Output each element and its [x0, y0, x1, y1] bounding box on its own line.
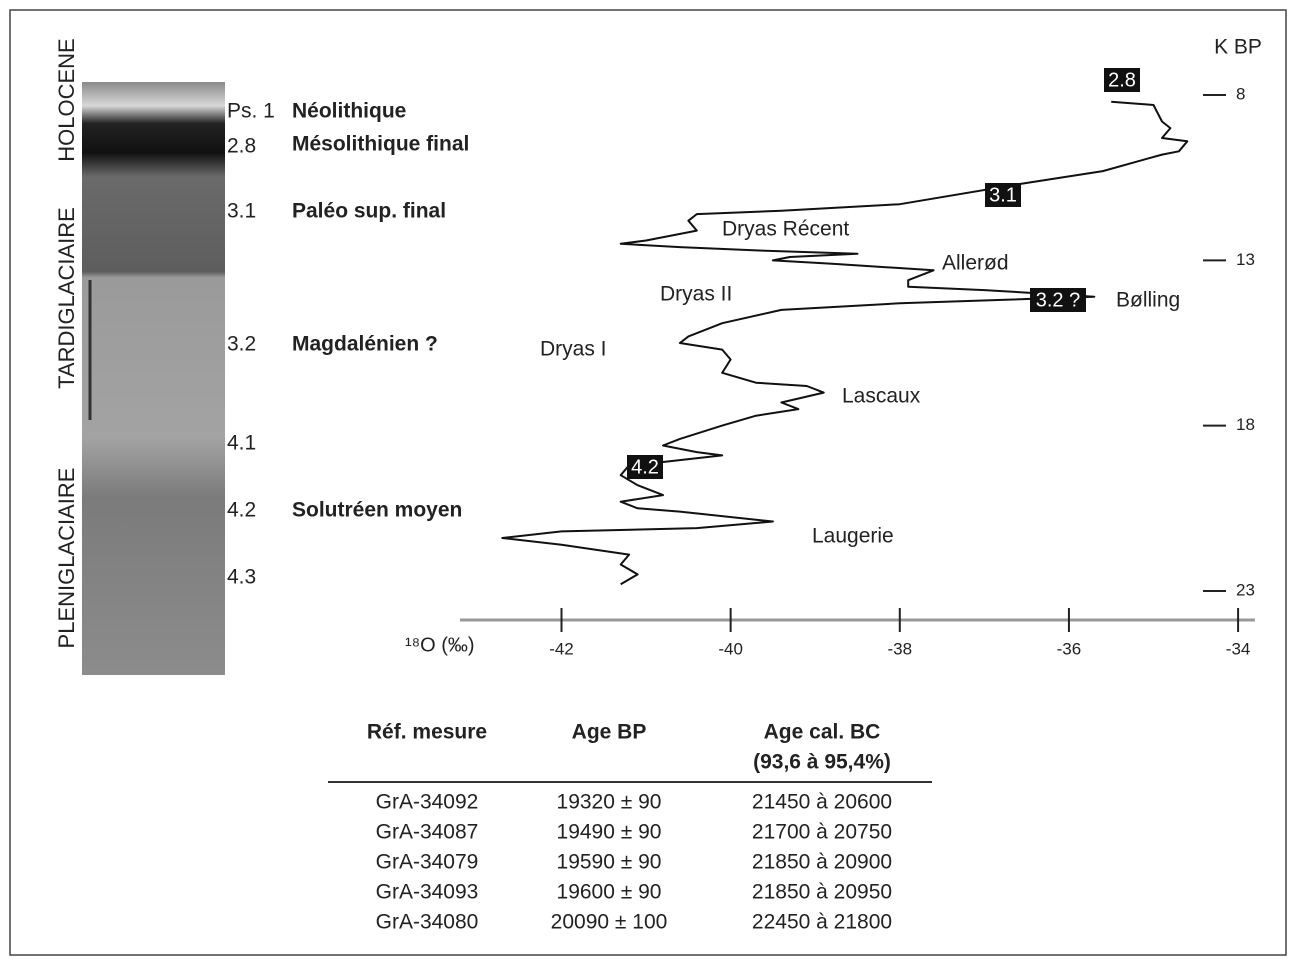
annotation: Lascaux [842, 385, 921, 408]
sample-label: 3.1 [227, 200, 256, 223]
period-label: TARDIGLACIAIRE [54, 207, 79, 389]
table: Réf. mesure Age BP Age cal. BC (93,6 à 95,4… [328, 721, 932, 934]
chart: -42 -40 -38 -36 -34 ¹⁸O (‰) 8 13 18 23 K BP 2.8 3.1 3… [405, 36, 1262, 659]
sample-label: 4.2 [227, 499, 256, 522]
y-axis-label: K BP [1214, 36, 1262, 59]
period-label: HOLOCENE [54, 38, 79, 161]
table-cell: 19600 ± 90 [557, 881, 662, 904]
x-tick-label: -40 [718, 639, 743, 658]
table-cell: 21850 à 20950 [752, 881, 892, 904]
annotation: Allerød [942, 252, 1009, 275]
table-cell: GrA-34093 [376, 881, 479, 904]
boxed-label: 2.8 [1108, 69, 1136, 91]
table-cell: GrA-34092 [376, 791, 479, 814]
table-header: Réf. mesure [367, 721, 487, 744]
core-photo [82, 82, 225, 675]
annotation: Laugerie [812, 525, 894, 548]
table-cell: GrA-34079 [376, 851, 479, 874]
culture-label: Solutréen moyen [292, 499, 462, 522]
sample-label: 2.8 [227, 135, 256, 158]
label-box [1030, 288, 1086, 312]
x-tick-label: -36 [1057, 639, 1082, 658]
annotation: Bølling [1116, 289, 1180, 312]
boxed-label: 4.2 [631, 456, 659, 478]
table-cell: 20090 ± 100 [551, 911, 668, 934]
table-cell: GrA-34087 [376, 821, 479, 844]
culture-label: Mésolithique final [292, 133, 469, 156]
annotation: Dryas II [660, 283, 732, 306]
boxed-label: 3.1 [989, 184, 1017, 206]
stratigraphy: HOLOCENE TARDIGLACIAIRE PLENIGLACIAIRE Ps. … [54, 38, 470, 648]
table-cell: 21850 à 20900 [752, 851, 892, 874]
annotation: Dryas Récent [722, 218, 849, 241]
x-tick-label: -38 [887, 639, 912, 658]
label-box [985, 183, 1021, 207]
table-header: (93,6 à 95,4%) [753, 751, 891, 774]
table-header: Age BP [572, 721, 647, 744]
y-tick-label: 13 [1236, 250, 1255, 269]
sample-label: Ps. 1 [227, 100, 275, 123]
label-box [627, 455, 663, 479]
table-cell: 21450 à 20600 [752, 791, 892, 814]
boxed-label: 3.2 ? [1036, 289, 1080, 311]
sample-label: 4.1 [227, 432, 256, 455]
x-tick-label: -34 [1226, 639, 1251, 658]
culture-label: Néolithique [292, 100, 406, 123]
table-cell: GrA-34080 [376, 911, 479, 934]
y-tick-label: 18 [1236, 415, 1255, 434]
y-tick-label: 23 [1236, 580, 1255, 599]
table-cell: 19590 ± 90 [557, 851, 662, 874]
x-tick-label: -42 [549, 639, 574, 658]
culture-label: Paléo sup. final [292, 200, 446, 223]
table-cell: 22450 à 21800 [752, 911, 892, 934]
label-box [1104, 68, 1140, 92]
period-label: PLENIGLACIAIRE [54, 468, 79, 649]
culture-label: Magdalénien ? [292, 333, 438, 356]
table-header: Age cal. BC [764, 721, 881, 744]
y-tick-label: 8 [1236, 85, 1245, 104]
frame [9, 9, 1287, 956]
table-cell: 19490 ± 90 [557, 821, 662, 844]
sample-label: 4.3 [227, 566, 256, 589]
table-cell: 19320 ± 90 [557, 791, 662, 814]
annotation: Dryas I [540, 338, 607, 361]
sample-label: 3.2 [227, 333, 256, 356]
curve [501, 100, 1189, 586]
x-axis-label: ¹⁸O (‰) [405, 634, 475, 656]
table-cell: 21700 à 20750 [752, 821, 892, 844]
